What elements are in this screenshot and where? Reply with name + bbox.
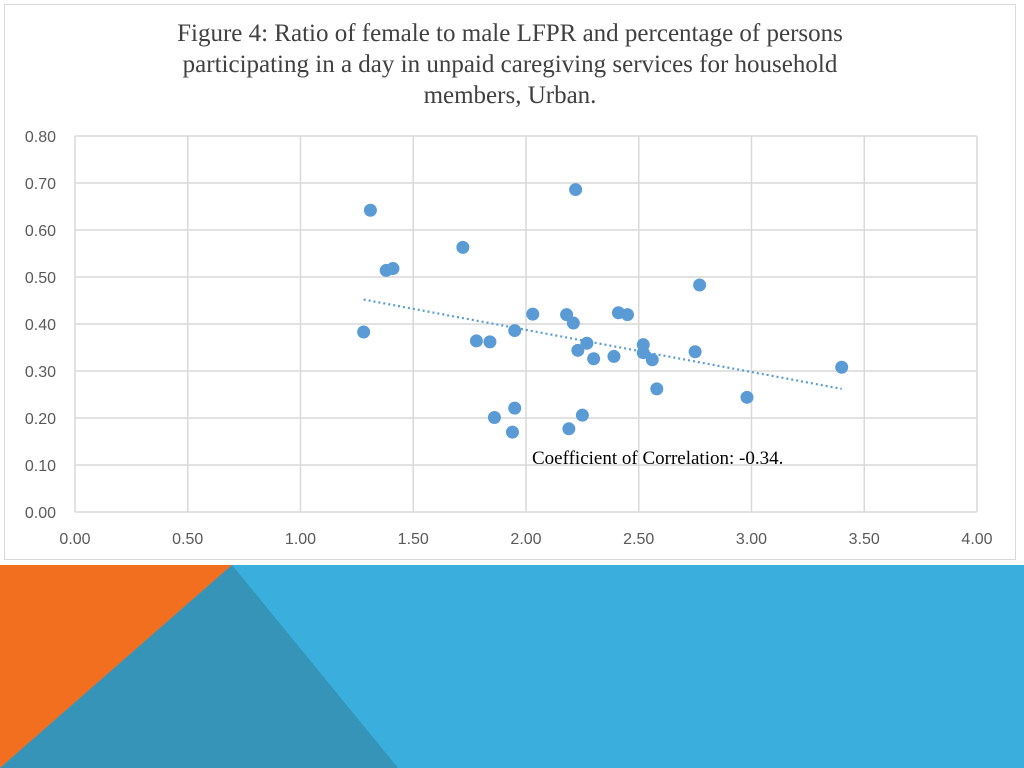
x-tick-label: 3.00 (736, 531, 767, 548)
x-tick-label: 4.00 (961, 531, 992, 548)
x-tick-label: 2.50 (623, 531, 654, 548)
x-tick-label: 0.00 (59, 531, 90, 548)
x-tick-label: 2.00 (510, 531, 541, 548)
chart-title-line-1: Figure 4: Ratio of female to male LFPR a… (177, 20, 843, 47)
scatter-point (569, 183, 583, 197)
scatter-point (587, 352, 601, 366)
scatter-point (508, 401, 522, 415)
scatter-point (620, 308, 634, 322)
scatter-point (505, 425, 519, 439)
scatter-point (650, 382, 664, 396)
scatter-point (562, 422, 576, 436)
grid-lines (74, 135, 978, 513)
scatter-point (483, 335, 497, 349)
scatter-chart: 0.00 0.10 0.20 0.30 0.40 0.50 0.60 0.70 0.80 0.0… (25, 129, 993, 548)
y-tick-label: 0.50 (25, 270, 56, 287)
scatter-point (693, 278, 707, 292)
scatter-point (740, 390, 754, 404)
chart-title-line-2: participating in a day in unpaid caregiv… (182, 51, 838, 78)
scatter-point (835, 360, 849, 374)
x-axis-tick-labels: 0.00 0.50 1.00 1.50 2.00 2.50 3.00 3.50 4.00 (59, 531, 992, 548)
scatter-point (386, 262, 400, 276)
slide-content-area: Figure 4: Ratio of female to male LFPR a… (4, 4, 1016, 560)
y-tick-label: 0.70 (25, 176, 56, 193)
y-tick-label: 0.60 (25, 223, 56, 240)
chart-frame (4, 4, 1016, 560)
scatter-point (575, 408, 589, 422)
trendline-layer (363, 298, 842, 390)
scatter-point (487, 411, 501, 425)
scatter-point (607, 349, 621, 363)
scatter-point (645, 353, 659, 367)
scatter-point (508, 324, 522, 338)
scatter-point (580, 336, 594, 350)
y-tick-label: 0.10 (25, 458, 56, 475)
x-tick-label: 3.50 (849, 531, 880, 548)
teal-triangle (0, 565, 398, 768)
scatter-point (357, 325, 371, 339)
scatter-point (469, 334, 483, 348)
y-tick-label: 0.40 (25, 317, 56, 334)
y-tick-label: 0.00 (25, 505, 56, 522)
decorative-bottom-band (0, 565, 1024, 768)
scatter-point (571, 343, 585, 357)
scatter-point (363, 203, 377, 217)
x-tick-label: 0.50 (172, 531, 203, 548)
y-tick-label: 0.80 (25, 129, 56, 146)
scatter-point (526, 307, 540, 321)
data-points (357, 183, 849, 439)
x-tick-label: 1.00 (285, 531, 316, 548)
correlation-annotation: Coefficient of Correlation: -0.34. (532, 448, 783, 469)
y-tick-label: 0.30 (25, 364, 56, 381)
scatter-point (566, 316, 580, 330)
x-tick-label: 1.50 (398, 531, 429, 548)
trendline (363, 298, 842, 390)
y-axis-tick-labels: 0.00 0.10 0.20 0.30 0.40 0.50 0.60 0.70 0.80 (25, 129, 56, 522)
y-tick-label: 0.20 (25, 411, 56, 428)
scatter-point (636, 346, 650, 360)
scatter-point (688, 345, 702, 359)
scatter-point (456, 240, 470, 254)
chart-title: Figure 4: Ratio of female to male LFPR a… (60, 18, 960, 111)
chart-title-line-3: members, Urban. (423, 82, 597, 109)
